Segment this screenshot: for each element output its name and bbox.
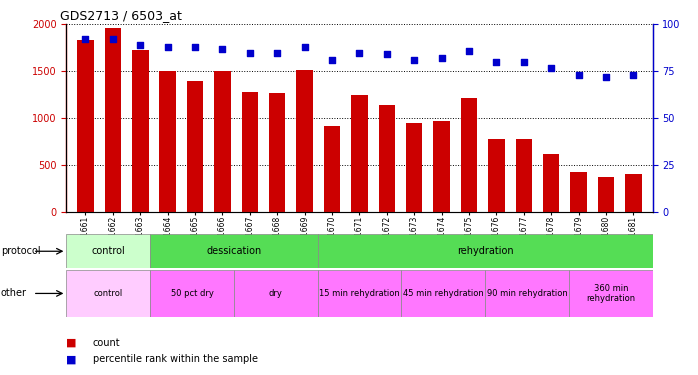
Bar xyxy=(485,270,569,317)
Point xyxy=(354,50,365,55)
Bar xyxy=(187,81,203,212)
Text: ■: ■ xyxy=(66,354,77,364)
Bar xyxy=(488,139,505,212)
Text: 360 min
rehydration: 360 min rehydration xyxy=(586,284,635,303)
Bar xyxy=(570,172,587,212)
Bar xyxy=(543,154,560,212)
Text: rehydration: rehydration xyxy=(456,246,514,256)
Point xyxy=(491,59,502,65)
Bar xyxy=(378,105,395,212)
Bar xyxy=(351,95,368,212)
Point xyxy=(327,57,338,63)
Bar xyxy=(66,270,150,317)
Bar xyxy=(242,92,258,212)
Bar xyxy=(433,121,450,212)
Text: dessication: dessication xyxy=(206,246,262,256)
Point xyxy=(107,36,119,42)
Point xyxy=(381,51,392,57)
Text: 45 min rehydration: 45 min rehydration xyxy=(403,289,484,298)
Point xyxy=(217,46,228,52)
Text: 50 pct dry: 50 pct dry xyxy=(170,289,214,298)
Point xyxy=(600,74,611,80)
Bar xyxy=(318,234,653,268)
Text: other: other xyxy=(1,288,27,298)
Text: percentile rank within the sample: percentile rank within the sample xyxy=(93,354,258,364)
Bar xyxy=(77,40,94,212)
Point xyxy=(189,44,200,50)
Point xyxy=(628,72,639,78)
Bar xyxy=(132,50,149,212)
Text: count: count xyxy=(93,338,121,348)
Text: 15 min rehydration: 15 min rehydration xyxy=(319,289,400,298)
Bar xyxy=(406,123,422,212)
Text: control: control xyxy=(94,289,123,298)
Point xyxy=(299,44,310,50)
Point xyxy=(244,50,255,55)
Text: protocol: protocol xyxy=(1,246,40,256)
Point xyxy=(135,42,146,48)
Bar xyxy=(105,28,121,212)
Bar xyxy=(569,270,653,317)
Bar xyxy=(150,270,234,317)
Bar xyxy=(461,98,477,212)
Bar xyxy=(297,70,313,212)
Point xyxy=(162,44,173,50)
Bar xyxy=(66,234,150,268)
Bar xyxy=(516,139,532,212)
Text: GDS2713 / 6503_at: GDS2713 / 6503_at xyxy=(61,9,182,22)
Bar xyxy=(214,71,231,212)
Bar xyxy=(318,270,401,317)
Bar xyxy=(150,234,318,268)
Bar xyxy=(324,126,341,212)
Bar xyxy=(625,174,641,212)
Text: 90 min rehydration: 90 min rehydration xyxy=(487,289,567,298)
Point xyxy=(463,48,475,54)
Point xyxy=(546,64,557,70)
Text: dry: dry xyxy=(269,289,283,298)
Bar xyxy=(234,270,318,317)
Point xyxy=(573,72,584,78)
Bar xyxy=(401,270,485,317)
Point xyxy=(80,36,91,42)
Bar xyxy=(159,71,176,212)
Text: control: control xyxy=(91,246,125,256)
Point xyxy=(409,57,420,63)
Point xyxy=(272,50,283,55)
Text: ■: ■ xyxy=(66,338,77,348)
Point xyxy=(519,59,530,65)
Bar xyxy=(597,177,614,212)
Bar xyxy=(269,93,285,212)
Point xyxy=(436,55,447,61)
